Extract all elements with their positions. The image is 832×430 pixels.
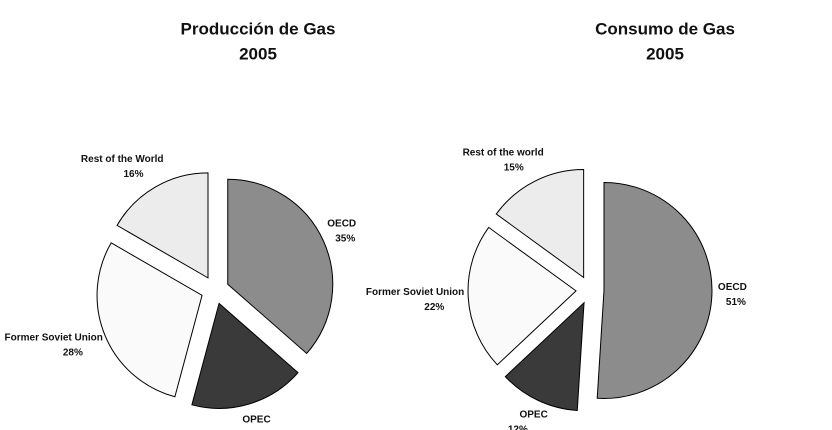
slice-label: Rest of the world: [463, 148, 544, 159]
slice-value-label: 16%: [124, 169, 144, 180]
pie-slice: [495, 169, 585, 279]
slice-value-label: 35%: [335, 234, 355, 245]
pie-slice: [96, 242, 203, 398]
slice-label: OPEC: [242, 414, 270, 425]
pie-slice: [596, 181, 713, 399]
pie-slice: [191, 302, 299, 409]
pie-slice: [467, 226, 577, 366]
chart-subtitle: 2005: [646, 44, 684, 63]
slice-label: OECD: [327, 219, 356, 230]
pie-slice: [116, 172, 209, 279]
slice-value-label: 51%: [726, 297, 746, 308]
pie-slice: [504, 301, 585, 411]
slice-label: OECD: [718, 282, 747, 293]
chart-title: Consumo de Gas: [595, 19, 735, 38]
chart-subtitle: 2005: [239, 44, 277, 63]
slice-value-label: 12%: [508, 425, 528, 430]
slice-label: OPEC: [519, 410, 547, 421]
slice-value-label: 28%: [63, 347, 83, 358]
slice-label: Former Soviet Union: [366, 287, 464, 298]
chart-title: Producción de Gas: [181, 19, 336, 38]
slice-value-label: 15%: [504, 163, 524, 174]
slice-label: Rest of the World: [81, 154, 164, 165]
slice-value-label: 22%: [424, 302, 444, 313]
pie-slice: [227, 178, 334, 355]
slice-label: Former Soviet Union: [5, 332, 103, 343]
